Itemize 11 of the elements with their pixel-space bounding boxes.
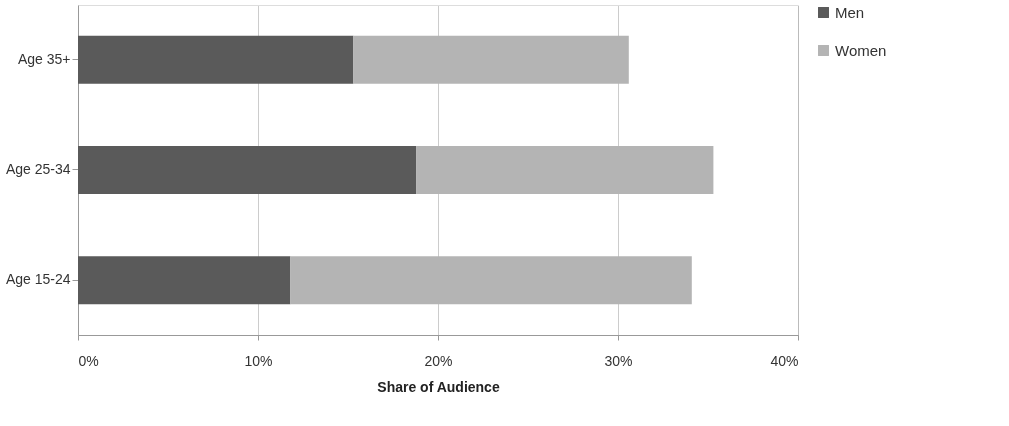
x-tick-label: 0%: [78, 352, 99, 369]
legend-label: Women: [835, 41, 887, 59]
y-tick-label: Age 15-24: [5, 271, 71, 288]
x-axis-title: Share of Audience: [377, 378, 500, 395]
x-tick-label: 30%: [604, 352, 633, 369]
x-tick-label: 40%: [770, 352, 799, 369]
legend-label: Men: [835, 3, 865, 21]
y-tick-label: Age 25-34: [5, 161, 71, 177]
y-tick-label: Age 35+: [17, 50, 71, 67]
x-tick-label: 10%: [244, 352, 273, 369]
x-tick-label: 20%: [424, 352, 453, 369]
